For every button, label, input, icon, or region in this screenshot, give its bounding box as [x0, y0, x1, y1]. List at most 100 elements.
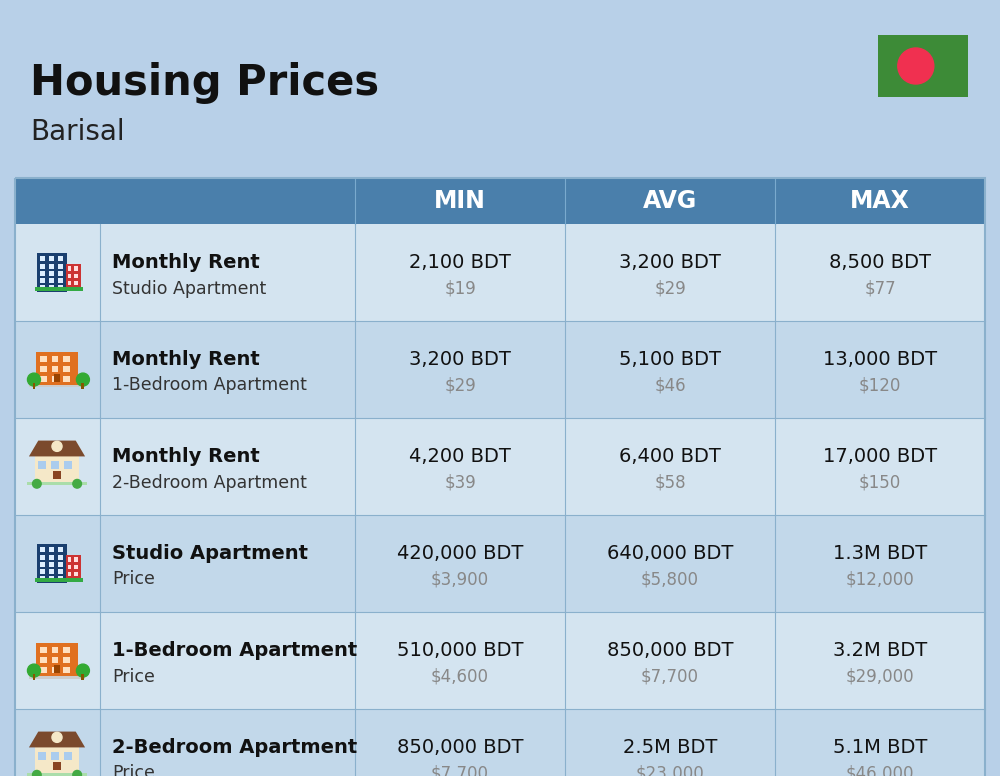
Text: Price: Price	[112, 667, 155, 685]
FancyBboxPatch shape	[40, 647, 47, 653]
FancyBboxPatch shape	[15, 224, 985, 321]
Text: $58: $58	[654, 473, 686, 491]
Text: 1-Bedroom Apartment: 1-Bedroom Apartment	[112, 376, 307, 394]
FancyBboxPatch shape	[40, 376, 47, 383]
Text: Price: Price	[112, 764, 155, 776]
FancyBboxPatch shape	[74, 572, 78, 576]
FancyBboxPatch shape	[40, 278, 45, 283]
FancyBboxPatch shape	[35, 577, 83, 582]
FancyBboxPatch shape	[49, 555, 54, 559]
FancyBboxPatch shape	[37, 544, 67, 584]
FancyBboxPatch shape	[52, 647, 58, 653]
FancyBboxPatch shape	[15, 515, 985, 612]
Text: $7,700: $7,700	[431, 764, 489, 776]
FancyBboxPatch shape	[29, 676, 85, 678]
FancyBboxPatch shape	[40, 285, 45, 290]
FancyBboxPatch shape	[63, 667, 70, 674]
FancyBboxPatch shape	[54, 665, 60, 674]
FancyBboxPatch shape	[33, 383, 35, 389]
FancyBboxPatch shape	[66, 264, 81, 289]
FancyBboxPatch shape	[40, 264, 45, 268]
FancyBboxPatch shape	[63, 647, 70, 653]
FancyBboxPatch shape	[40, 356, 47, 362]
Text: $46: $46	[654, 376, 686, 394]
FancyBboxPatch shape	[66, 555, 81, 580]
Text: 850,000 BDT: 850,000 BDT	[607, 641, 733, 660]
FancyBboxPatch shape	[37, 253, 67, 293]
Text: $39: $39	[444, 473, 476, 491]
FancyBboxPatch shape	[49, 271, 54, 275]
FancyBboxPatch shape	[40, 547, 45, 553]
FancyBboxPatch shape	[58, 555, 63, 559]
Text: 2-Bedroom Apartment: 2-Bedroom Apartment	[112, 738, 357, 757]
Text: 850,000 BDT: 850,000 BDT	[397, 738, 523, 757]
Text: $29,000: $29,000	[846, 667, 914, 685]
FancyBboxPatch shape	[74, 565, 78, 569]
FancyBboxPatch shape	[58, 547, 63, 553]
FancyBboxPatch shape	[58, 569, 63, 574]
Text: 2,100 BDT: 2,100 BDT	[409, 253, 511, 272]
FancyBboxPatch shape	[15, 178, 985, 224]
FancyBboxPatch shape	[38, 461, 46, 469]
FancyBboxPatch shape	[58, 278, 63, 283]
FancyBboxPatch shape	[53, 471, 61, 480]
Text: $4,600: $4,600	[431, 667, 489, 685]
FancyBboxPatch shape	[63, 657, 70, 663]
FancyBboxPatch shape	[58, 576, 63, 581]
FancyBboxPatch shape	[52, 366, 58, 372]
Circle shape	[73, 771, 81, 776]
FancyBboxPatch shape	[64, 461, 72, 469]
Text: 5.1M BDT: 5.1M BDT	[833, 738, 927, 757]
Text: 2.5M BDT: 2.5M BDT	[623, 738, 717, 757]
FancyBboxPatch shape	[58, 285, 63, 290]
FancyBboxPatch shape	[53, 762, 61, 771]
FancyBboxPatch shape	[51, 461, 59, 469]
FancyBboxPatch shape	[27, 774, 87, 776]
Text: MAX: MAX	[850, 189, 910, 213]
FancyBboxPatch shape	[40, 667, 47, 674]
FancyBboxPatch shape	[49, 256, 54, 262]
FancyBboxPatch shape	[68, 266, 71, 271]
Polygon shape	[29, 732, 85, 747]
Text: 3,200 BDT: 3,200 BDT	[409, 350, 511, 369]
Text: Price: Price	[112, 570, 155, 588]
FancyBboxPatch shape	[68, 572, 71, 576]
FancyBboxPatch shape	[40, 366, 47, 372]
FancyBboxPatch shape	[15, 612, 985, 709]
FancyBboxPatch shape	[35, 286, 83, 291]
Text: $5,800: $5,800	[641, 570, 699, 588]
Polygon shape	[29, 441, 85, 456]
FancyBboxPatch shape	[81, 383, 84, 389]
FancyBboxPatch shape	[68, 565, 71, 569]
Text: 1.3M BDT: 1.3M BDT	[833, 544, 927, 563]
FancyBboxPatch shape	[74, 281, 78, 285]
Text: Studio Apartment: Studio Apartment	[112, 279, 266, 297]
FancyBboxPatch shape	[15, 418, 985, 515]
FancyBboxPatch shape	[63, 356, 70, 362]
Text: AVG: AVG	[643, 189, 697, 213]
FancyBboxPatch shape	[58, 271, 63, 275]
FancyBboxPatch shape	[29, 385, 85, 387]
FancyBboxPatch shape	[68, 274, 71, 278]
FancyBboxPatch shape	[58, 264, 63, 268]
Text: 17,000 BDT: 17,000 BDT	[823, 447, 937, 466]
Circle shape	[898, 48, 934, 84]
Text: $29: $29	[444, 376, 476, 394]
Text: 3.2M BDT: 3.2M BDT	[833, 641, 927, 660]
FancyBboxPatch shape	[74, 557, 78, 562]
Text: $23,000: $23,000	[636, 764, 704, 776]
FancyBboxPatch shape	[68, 557, 71, 562]
Circle shape	[33, 771, 41, 776]
FancyBboxPatch shape	[58, 562, 63, 566]
Text: Barisal: Barisal	[30, 118, 125, 146]
Circle shape	[27, 664, 40, 677]
FancyBboxPatch shape	[52, 657, 58, 663]
Text: Monthly Rent: Monthly Rent	[112, 447, 260, 466]
FancyBboxPatch shape	[68, 281, 71, 285]
FancyBboxPatch shape	[40, 256, 45, 262]
Text: Studio Apartment: Studio Apartment	[112, 544, 308, 563]
FancyBboxPatch shape	[36, 352, 78, 386]
FancyBboxPatch shape	[63, 366, 70, 372]
FancyBboxPatch shape	[27, 483, 87, 485]
FancyBboxPatch shape	[49, 547, 54, 553]
